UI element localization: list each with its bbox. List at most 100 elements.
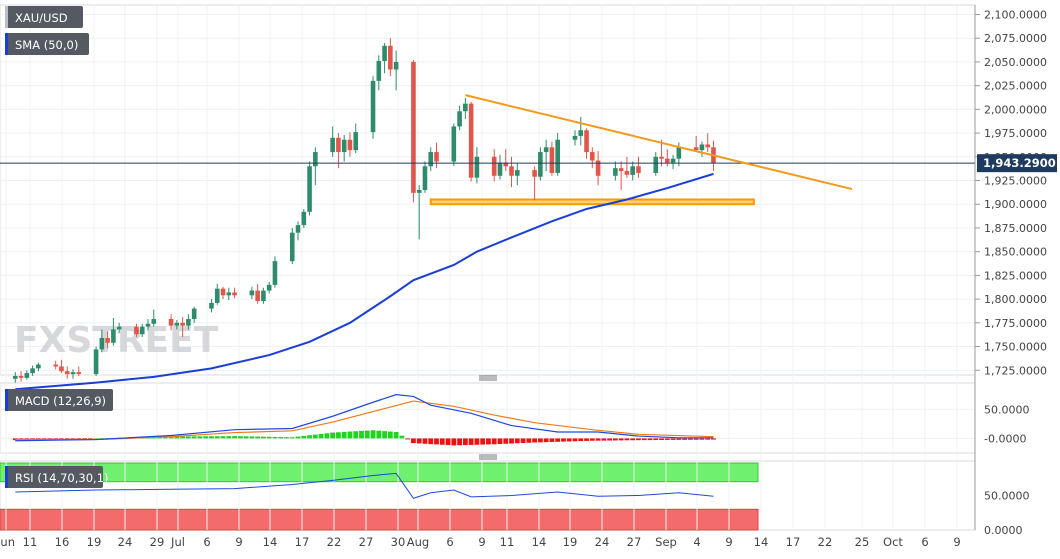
- candle-up: [630, 166, 635, 175]
- macd-histogram-bar: [457, 438, 462, 446]
- x-tick-label: 17: [295, 535, 310, 549]
- macd-histogram-bar: [382, 431, 387, 439]
- macd-histogram-bar: [676, 438, 682, 440]
- macd-histogram-bar: [261, 436, 266, 439]
- x-tick-label: Aug: [407, 535, 429, 549]
- candle-down: [624, 171, 630, 175]
- symbol-label-accent: [5, 6, 8, 28]
- x-tick-label: 27: [359, 535, 374, 549]
- candle-up: [209, 302, 214, 309]
- candle-down: [168, 319, 174, 326]
- macd-histogram-bar: [220, 436, 226, 439]
- candle-down: [595, 160, 601, 176]
- macd-histogram-bar: [612, 438, 618, 441]
- macd-histogram-bar: [526, 438, 532, 443]
- x-tick-label: 16: [55, 535, 70, 549]
- rsi-y-tick-label: 50.0000: [984, 490, 1030, 503]
- candle-up: [214, 288, 220, 303]
- candle-up: [13, 375, 18, 379]
- macd-label: MACD (12,26,9): [15, 394, 106, 408]
- candle-up: [226, 292, 232, 296]
- macd-histogram-bar: [209, 436, 214, 439]
- candle-up: [578, 130, 584, 136]
- macd-histogram-bar: [595, 438, 601, 441]
- candle-down: [532, 170, 537, 177]
- candle-down: [411, 61, 416, 193]
- candle-up: [555, 139, 560, 173]
- candle-down: [665, 158, 670, 163]
- candle-down: [59, 366, 64, 372]
- candle-down: [134, 326, 139, 335]
- rsi-oversold-zone: [0, 508, 759, 531]
- x-tick-label: Jul: [170, 535, 185, 549]
- candle-down: [659, 156, 664, 159]
- macd-histogram-bar: [411, 438, 416, 444]
- macd-histogram-bar: [630, 438, 636, 441]
- macd-histogram-bar: [422, 438, 428, 444]
- macd-histogram-bar: [336, 432, 341, 439]
- candle-down: [220, 288, 226, 296]
- symbol-label-bg: [5, 6, 83, 28]
- macd-histogram-bar: [393, 432, 399, 439]
- candle-down: [388, 45, 393, 70]
- x-tick-label: 4: [693, 535, 700, 549]
- sma-line: [15, 172, 714, 391]
- candle-up: [261, 290, 266, 301]
- candle-down: [18, 375, 24, 378]
- price-y-tick-label: 1,825.0000: [984, 269, 1047, 282]
- macd-histogram-bar: [180, 436, 186, 439]
- candle-up: [24, 373, 30, 378]
- candle-down: [705, 144, 710, 148]
- macd-histogram-bar: [480, 438, 486, 445]
- candle-up: [313, 152, 318, 167]
- x-tick-label: 17: [786, 535, 801, 549]
- macd-histogram-bar: [47, 438, 53, 440]
- macd-signal-line: [15, 400, 714, 441]
- rsi-label-bg: [5, 466, 103, 488]
- candle-up: [699, 144, 705, 151]
- macd-histogram-bar: [543, 438, 549, 443]
- candle-up: [422, 166, 428, 190]
- macd-line: [15, 394, 714, 442]
- candle-up: [139, 326, 145, 335]
- price-y-tick-label: 1,925.0000: [984, 175, 1047, 188]
- macd-histogram-bar: [549, 438, 555, 442]
- candle-down: [468, 103, 474, 178]
- macd-histogram-bar: [699, 438, 705, 440]
- candle-up: [463, 103, 468, 112]
- price-y-tick-label: 1,975.0000: [984, 127, 1047, 140]
- macd-histogram-bar: [584, 438, 589, 441]
- macd-histogram-bar: [693, 438, 699, 440]
- candle-up: [653, 156, 659, 173]
- rsi-y-tick-label: 0.0000: [984, 524, 1023, 537]
- x-tick-label: 25: [855, 535, 870, 549]
- macd-histogram-bar: [82, 438, 87, 440]
- candle-up: [191, 308, 197, 320]
- candle-down: [549, 147, 555, 173]
- macd-histogram-bar: [601, 438, 607, 441]
- macd-histogram-bar: [376, 430, 382, 439]
- candle-up: [543, 147, 549, 153]
- macd-histogram-bar: [301, 435, 307, 439]
- macd-histogram-bar: [416, 438, 422, 444]
- candle-up: [330, 137, 335, 153]
- macd-histogram-bar: [682, 438, 688, 440]
- x-tick-label: 24: [595, 535, 610, 549]
- macd-histogram-bar: [670, 438, 676, 440]
- macd-histogram-bar: [64, 438, 70, 440]
- macd-histogram-bar: [555, 438, 561, 442]
- macd-histogram-bar: [324, 433, 330, 439]
- macd-histogram-bar: [405, 438, 411, 440]
- macd-histogram-bar: [399, 435, 405, 439]
- candle-up: [151, 319, 157, 324]
- sma-label-bg: [5, 33, 89, 55]
- x-tick-label: 11: [500, 535, 515, 549]
- macd-histogram-bar: [434, 438, 439, 445]
- macd-histogram-bar: [174, 436, 180, 439]
- candle-up: [116, 326, 122, 330]
- macd-histogram-bar: [186, 436, 191, 439]
- x-tick-label: 6: [446, 535, 453, 549]
- candle-up: [538, 152, 543, 177]
- macd-histogram-bar: [168, 436, 174, 439]
